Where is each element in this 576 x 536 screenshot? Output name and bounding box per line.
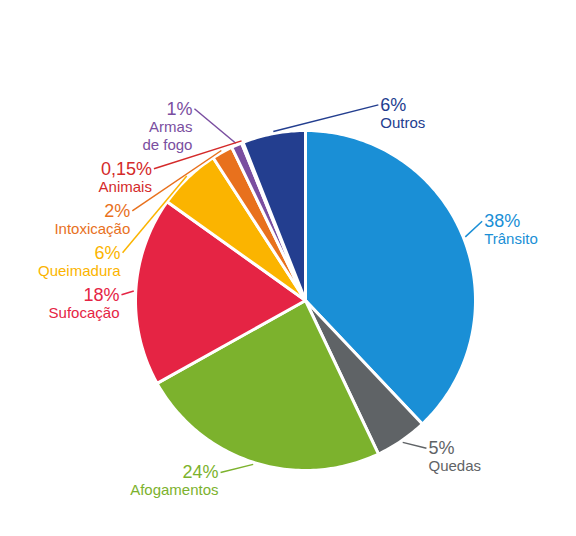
svg-text:Quedas: Quedas	[428, 457, 481, 474]
svg-text:24%: 24%	[183, 462, 219, 482]
svg-text:6%: 6%	[380, 95, 406, 115]
svg-text:Sufocação: Sufocação	[49, 304, 120, 321]
svg-text:6%: 6%	[95, 243, 121, 263]
svg-text:2%: 2%	[104, 201, 130, 221]
svg-text:18%: 18%	[83, 285, 119, 305]
svg-text:Trânsito: Trânsito	[484, 230, 538, 247]
svg-text:1%: 1%	[166, 99, 192, 119]
svg-text:38%: 38%	[484, 211, 520, 231]
svg-text:Intoxicação: Intoxicação	[54, 220, 130, 237]
svg-text:0,15%: 0,15%	[101, 159, 152, 179]
svg-text:Animais: Animais	[99, 178, 152, 195]
svg-text:Queimadura: Queimadura	[38, 262, 121, 279]
svg-text:5%: 5%	[428, 438, 454, 458]
svg-text:Armasde fogo: Armasde fogo	[142, 118, 192, 153]
svg-text:Afogamentos: Afogamentos	[130, 481, 218, 498]
svg-text:Outros: Outros	[380, 114, 425, 131]
